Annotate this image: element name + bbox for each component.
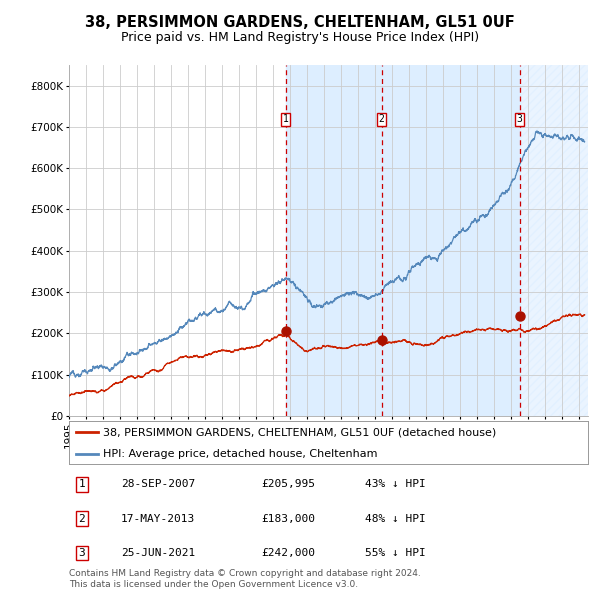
Text: Contains HM Land Registry data © Crown copyright and database right 2024.
This d: Contains HM Land Registry data © Crown c… bbox=[69, 569, 421, 589]
Text: 1: 1 bbox=[283, 114, 289, 124]
Text: HPI: Average price, detached house, Cheltenham: HPI: Average price, detached house, Chel… bbox=[103, 448, 377, 458]
Text: 17-MAY-2013: 17-MAY-2013 bbox=[121, 514, 195, 523]
Bar bbox=[286, 65, 520, 416]
Text: 48% ↓ HPI: 48% ↓ HPI bbox=[365, 514, 425, 523]
Text: 28-SEP-2007: 28-SEP-2007 bbox=[121, 480, 195, 489]
Text: 3: 3 bbox=[517, 114, 523, 124]
Text: Price paid vs. HM Land Registry's House Price Index (HPI): Price paid vs. HM Land Registry's House … bbox=[121, 31, 479, 44]
Text: £242,000: £242,000 bbox=[261, 548, 315, 558]
Text: 38, PERSIMMON GARDENS, CHELTENHAM, GL51 0UF (detached house): 38, PERSIMMON GARDENS, CHELTENHAM, GL51 … bbox=[103, 427, 496, 437]
Bar bbox=[520, 65, 588, 416]
Text: 2: 2 bbox=[79, 514, 85, 523]
Text: £205,995: £205,995 bbox=[261, 480, 315, 489]
Text: 25-JUN-2021: 25-JUN-2021 bbox=[121, 548, 195, 558]
Text: 38, PERSIMMON GARDENS, CHELTENHAM, GL51 0UF: 38, PERSIMMON GARDENS, CHELTENHAM, GL51 … bbox=[85, 15, 515, 30]
Text: 1: 1 bbox=[79, 480, 85, 489]
Text: 2: 2 bbox=[379, 114, 385, 124]
Text: 55% ↓ HPI: 55% ↓ HPI bbox=[365, 548, 425, 558]
Text: 43% ↓ HPI: 43% ↓ HPI bbox=[365, 480, 425, 489]
Text: £183,000: £183,000 bbox=[261, 514, 315, 523]
Text: 3: 3 bbox=[79, 548, 85, 558]
